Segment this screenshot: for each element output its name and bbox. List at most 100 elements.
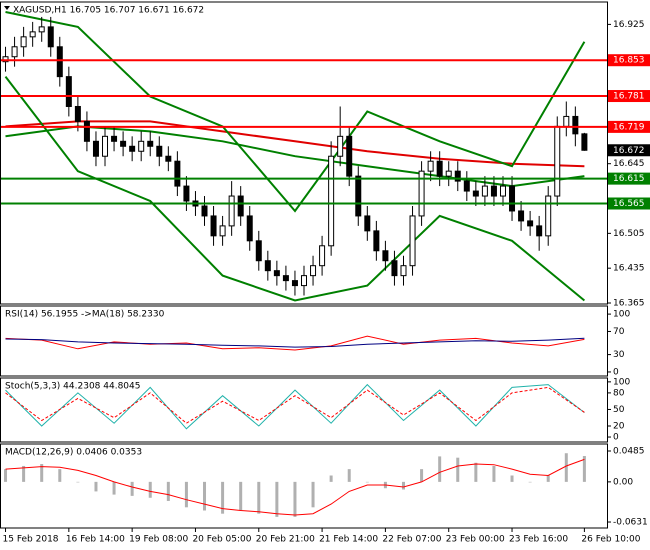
panel-title: RSI(14) 56.1955 ->MA(18) 58.2330 — [5, 310, 165, 320]
candle-body — [174, 160, 181, 187]
macd-bar — [546, 475, 550, 482]
macd-bar — [329, 475, 333, 482]
macd-bar — [148, 481, 152, 498]
candle-body — [418, 170, 425, 217]
candle-body — [11, 46, 18, 58]
indicator-line — [5, 125, 585, 188]
candle-body — [427, 160, 434, 172]
candle-body — [301, 275, 307, 287]
candle-body — [255, 240, 262, 262]
x-tick-label: 16 Feb 14:00 — [66, 535, 125, 545]
candle-body — [165, 155, 172, 162]
candle-body — [228, 195, 235, 227]
candle-body — [102, 135, 109, 157]
macd-bar — [420, 469, 424, 482]
y-tick-label: 16.365 — [613, 299, 645, 309]
macd-bar — [275, 481, 279, 517]
x-tick-label: 21 Feb 14:00 — [319, 535, 378, 545]
candle-body — [120, 140, 127, 147]
level-label: 16.781 — [613, 92, 645, 102]
level-tag — [608, 54, 650, 67]
y-tick-label: 100 — [613, 377, 630, 387]
y-tick-label: 50 — [613, 405, 625, 415]
panel-frame — [0, 377, 608, 443]
candle-body — [83, 120, 90, 142]
level-label: 16.853 — [613, 56, 645, 66]
candle-body — [481, 185, 488, 197]
macd-bar — [76, 481, 80, 483]
y-tick-label: 0.00 — [613, 477, 633, 487]
macd-bar — [347, 469, 351, 482]
candle-body — [147, 140, 154, 147]
candle-body — [400, 265, 407, 277]
candle-body — [490, 185, 497, 197]
indicator-line — [5, 335, 585, 351]
y-tick-label: -0.0631 — [613, 518, 648, 528]
indicator-line — [5, 120, 585, 168]
y-tick-label: 70 — [613, 327, 625, 337]
indicator-line — [5, 383, 585, 430]
macd-bar — [365, 481, 369, 483]
y-tick-label: 16.925 — [613, 20, 645, 30]
level-label: 16.615 — [613, 174, 645, 184]
candle-body — [527, 220, 534, 227]
macd-bar — [22, 465, 26, 482]
macd-bar — [401, 481, 405, 490]
candle-body — [536, 225, 543, 237]
indicator-line — [5, 11, 586, 213]
macd-bar — [311, 481, 315, 508]
candle-body — [201, 205, 208, 217]
candle-body — [445, 170, 452, 177]
panel-title: XAGUSD,H1 16.705 16.707 16.671 16.672 — [13, 6, 204, 16]
last-price-label: 16.672 — [613, 146, 645, 156]
y-tick-label: 100 — [613, 310, 630, 320]
y-tick-label: 20 — [613, 422, 625, 432]
macd-bar — [564, 453, 568, 482]
macd-bar — [438, 456, 442, 482]
panel-title: Stoch(5,3,3) 44.2308 44.8045 — [5, 382, 140, 392]
y-tick-label: 0.0485 — [613, 447, 645, 457]
macd-bar — [184, 481, 188, 508]
candle-body — [509, 185, 516, 212]
x-tick-label: 23 Feb 16:00 — [509, 535, 568, 545]
macd-bar — [492, 465, 496, 482]
y-tick-label: 16.435 — [613, 264, 645, 274]
indicator-line — [5, 337, 585, 348]
x-tick-label: 15 Feb 2018 — [3, 535, 59, 545]
x-tick-label: 26 Feb 10:00 — [581, 535, 640, 545]
candle-body — [346, 135, 353, 177]
y-tick-label: 16.645 — [613, 159, 645, 169]
macd-bar — [166, 481, 170, 501]
candle-body — [246, 215, 253, 242]
macd-bar — [239, 481, 243, 511]
candle-body — [273, 270, 280, 277]
candle-body — [237, 195, 244, 217]
x-tick-label: 22 Feb 07:00 — [382, 535, 441, 545]
candle-body — [129, 145, 136, 152]
indicator-line — [4, 75, 586, 302]
candle-body — [373, 230, 380, 252]
candle-body — [337, 135, 344, 157]
candle-body — [391, 260, 398, 277]
y-tick-label: 16.505 — [613, 229, 645, 239]
y-tick-label: 0 — [613, 367, 619, 377]
macd-bar — [221, 481, 225, 514]
x-tick-label: 20 Feb 05:00 — [192, 535, 251, 545]
candle-body — [409, 215, 416, 267]
level-tag — [608, 172, 650, 185]
macd-bar — [4, 469, 8, 482]
candle-body — [355, 175, 362, 217]
candle-body — [156, 145, 163, 157]
macd-bar — [94, 481, 98, 492]
candle-body — [581, 133, 588, 151]
candle-body — [210, 215, 217, 237]
candle-body — [319, 245, 326, 267]
macd-bar — [528, 481, 532, 483]
macd-bar — [40, 464, 44, 482]
last-price-tag — [608, 144, 650, 157]
level-label: 16.565 — [613, 199, 645, 209]
candle-body — [74, 105, 81, 122]
candle-body — [29, 31, 36, 38]
x-tick-label: 20 Feb 21:00 — [256, 535, 315, 545]
